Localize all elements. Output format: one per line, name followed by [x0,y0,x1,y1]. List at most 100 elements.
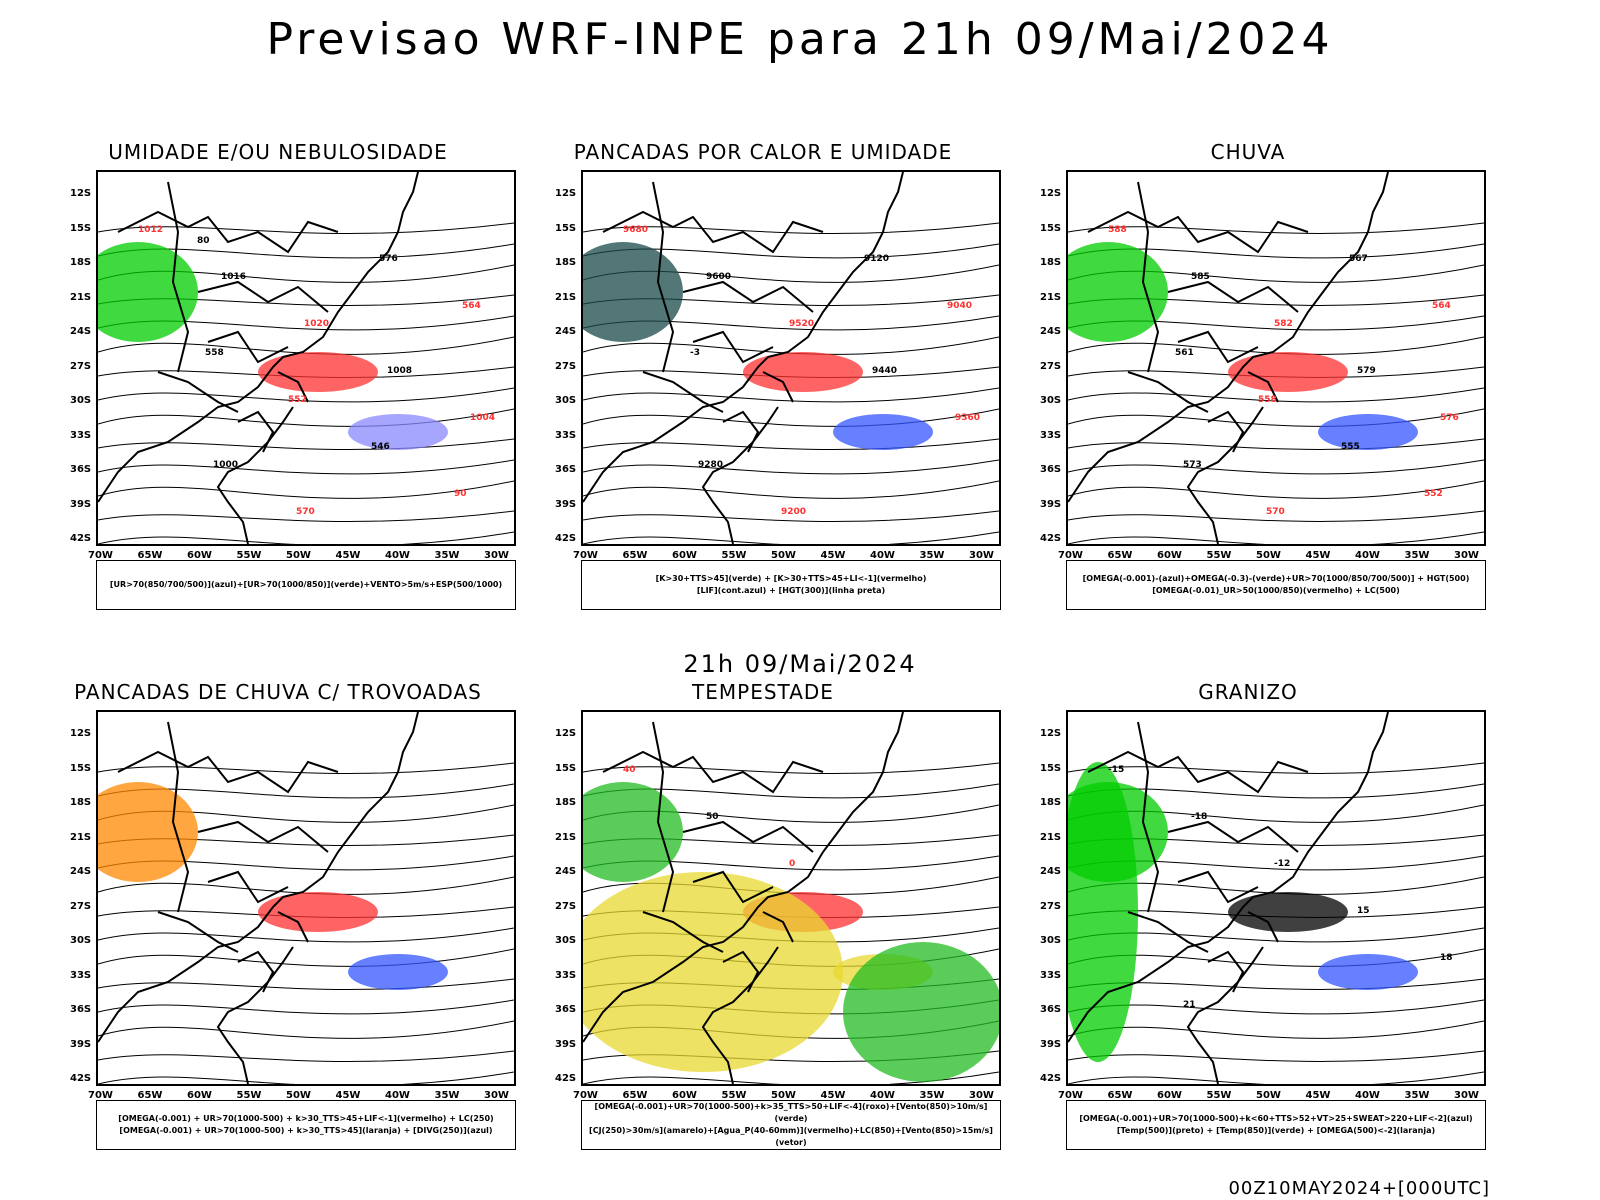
lat-tick-label: 42S [1040,533,1062,544]
map-border [98,712,419,1043]
legend-line: [Temp(500)](preto) + [Temp(850)](verde) … [1116,1126,1436,1135]
map-border [1207,410,1245,453]
contour-line [583,510,999,522]
lon-tick-label: 55W [236,1090,262,1101]
map-border [157,371,239,413]
lon-tick-label: 65W [622,550,648,561]
lon-tick-label: 35W [434,1090,460,1101]
lat-tick-label: 21S [70,831,92,843]
contour-line [583,531,999,544]
map-border [722,950,760,993]
map-border [197,280,329,313]
lat-tick-label: 21S [1040,831,1062,843]
contour-line [583,480,999,499]
contour-line [98,222,514,234]
lon-tick-label: 35W [919,1090,945,1101]
field-shading [348,414,448,450]
lon-tick-label: 35W [1404,550,1430,561]
panel-title: GRANIZO [1198,680,1298,704]
map-border [602,210,824,254]
contour-line [98,762,514,774]
map-border [1127,371,1209,413]
legend-box: [OMEGA(-0.001) + UR>70(1000-500) + k>30_… [96,1100,516,1150]
lon-tick-label: 55W [1206,550,1232,561]
lon-tick-label: 40W [1355,550,1380,561]
lat-tick-label: 27S [555,900,577,912]
contour-label: 570 [296,507,315,517]
lat-tick-label: 12S [555,188,577,199]
panel-title: TEMPESTADE [692,680,834,704]
lat-tick-label: 30S [1040,395,1062,406]
lat-tick-label: 30S [70,395,92,406]
lat-tick-label: 42S [70,1073,92,1084]
lat-tick-label: 24S [555,326,577,337]
lon-tick-label: 60W [1157,1090,1182,1101]
lon-tick-label: 65W [622,1090,648,1101]
map-border [1167,280,1299,313]
lon-tick-label: 70W [88,550,113,561]
map-border [1186,946,1264,1084]
legend-line: [CJ(250)>30m/s](amarelo)+[Agua_P(40-60mm… [589,1126,993,1147]
lat-tick-label: 18S [70,257,92,268]
lon-tick-label: 35W [434,550,460,561]
contour-label: 576 [379,254,398,264]
lon-tick-label: 35W [1404,1090,1430,1101]
map-border [682,280,814,313]
map-border [207,870,289,904]
legend-box: [K>30+TTS>45](verde) + [K>30+TTS>45+LI<-… [581,560,1001,610]
map-border [167,721,190,913]
lon-tick-label: 60W [1157,550,1182,561]
lon-tick-label: 30W [484,550,509,561]
lon-tick-label: 35W [919,550,945,561]
contour-label: 50 [706,812,719,822]
contour-line [1068,762,1484,774]
contour-label: 582 [1274,319,1293,329]
contour-line [98,876,514,895]
lat-tick-label: 33S [555,969,577,981]
contour-label: 552 [1424,489,1443,499]
map-border [1137,181,1160,373]
lon-tick-label: 40W [870,1090,895,1101]
panel-2: PANCADAS POR CALOR E UMIDADE 9680 9600 9520… [533,140,1001,640]
legend-line: [OMEGA(-0.01)_UR>50(1000/850)(vermelho) … [1152,586,1400,595]
legend-line: [OMEGA(-0.001) + UR>70(1000-500) + k>30_… [119,1126,493,1135]
contour-label: 573 [1183,460,1202,470]
map-border [722,410,760,453]
lon-tick-label: 50W [286,1090,311,1101]
lat-tick-label: 33S [70,969,92,981]
map-border [197,820,329,853]
lon-tick-label: 30W [1454,550,1479,561]
map-border [207,330,289,364]
lat-tick-label: 36S [70,1004,92,1015]
panel-3: CHUVA 588 585 582 579 576 573 570 567 564 561 558 55… [1018,140,1486,640]
legend-box: [UR>70(850/700/500)](azul)+[UR>70(1000/8… [96,560,516,610]
contour-label: 579 [1357,366,1376,376]
legend-line: [LIF](cont.azul) + [HGT(300)](linha pret… [696,586,886,595]
field-shading [833,414,933,450]
field-shading [583,782,683,882]
lat-tick-label: 39S [70,1038,92,1050]
contour-line [1068,387,1484,403]
contour-line [98,387,514,403]
lat-tick-label: 12S [555,728,577,739]
contour-line [98,1020,514,1039]
map-border [652,181,675,373]
contour-label: 1020 [304,319,329,329]
lat-tick-label: 30S [555,395,577,406]
contour-label: 576 [1440,413,1459,423]
lat-tick-label: 36S [1040,464,1062,475]
lon-tick-label: 65W [1107,1090,1133,1101]
lon-tick-label: 30W [1454,1090,1479,1101]
map-border [157,911,239,953]
contour-line [583,222,999,234]
field-shading [1318,414,1418,450]
map-border [1087,750,1309,794]
contour-label: -12 [1274,859,1290,869]
lat-tick-label: 30S [555,935,577,946]
lat-tick-label: 21S [1040,291,1062,303]
contour-label: 555 [1341,442,1360,452]
map-border [1177,870,1259,904]
map-border [237,410,275,453]
contour-label: 588 [1108,225,1127,235]
lat-tick-label: 42S [555,1073,577,1084]
